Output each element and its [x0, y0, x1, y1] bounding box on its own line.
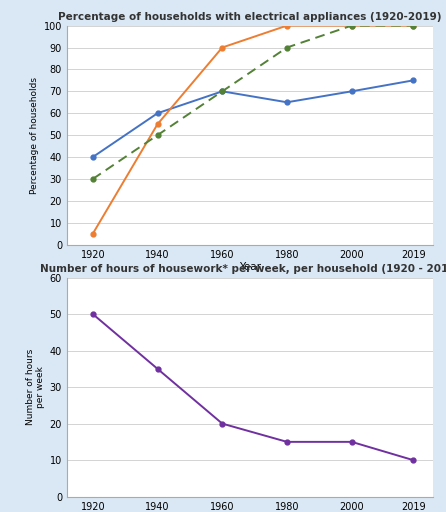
Hours per week — [90, 311, 95, 317]
Line: Refrigerator: Refrigerator — [91, 23, 416, 236]
Washing machine — [284, 99, 289, 105]
Vacuum cleaner — [219, 88, 225, 94]
Line: Hours per week: Hours per week — [91, 312, 416, 462]
Vacuum cleaner — [284, 45, 289, 51]
Refrigerator — [90, 231, 95, 237]
Vacuum cleaner — [90, 176, 95, 182]
Washing machine — [410, 77, 416, 83]
Washing machine — [219, 88, 225, 94]
Hours per week — [349, 439, 355, 445]
Y-axis label: Percentage of households: Percentage of households — [30, 77, 40, 194]
Refrigerator — [349, 23, 355, 29]
Title: Percentage of households with electrical appliances (1920-2019): Percentage of households with electrical… — [58, 12, 442, 22]
Y-axis label: Number of hours
per week: Number of hours per week — [26, 349, 45, 425]
Title: Number of hours of housework* per week, per household (1920 - 2019): Number of hours of housework* per week, … — [40, 264, 446, 274]
Refrigerator — [155, 121, 160, 127]
Refrigerator — [219, 45, 225, 51]
Vacuum cleaner — [349, 23, 355, 29]
Washing machine — [155, 110, 160, 116]
Hours per week — [155, 366, 160, 372]
Washing machine — [349, 88, 355, 94]
Vacuum cleaner — [155, 132, 160, 138]
Hours per week — [219, 420, 225, 426]
Washing machine — [90, 154, 95, 160]
X-axis label: Year: Year — [239, 262, 261, 272]
Legend: Washing machine, Refrigerator, Vacuum cleaner: Washing machine, Refrigerator, Vacuum cl… — [106, 337, 393, 354]
Refrigerator — [410, 23, 416, 29]
Line: Washing machine: Washing machine — [91, 78, 416, 159]
Hours per week — [410, 457, 416, 463]
Refrigerator — [284, 23, 289, 29]
Line: Vacuum cleaner: Vacuum cleaner — [91, 23, 416, 181]
Hours per week — [284, 439, 289, 445]
Vacuum cleaner — [410, 23, 416, 29]
